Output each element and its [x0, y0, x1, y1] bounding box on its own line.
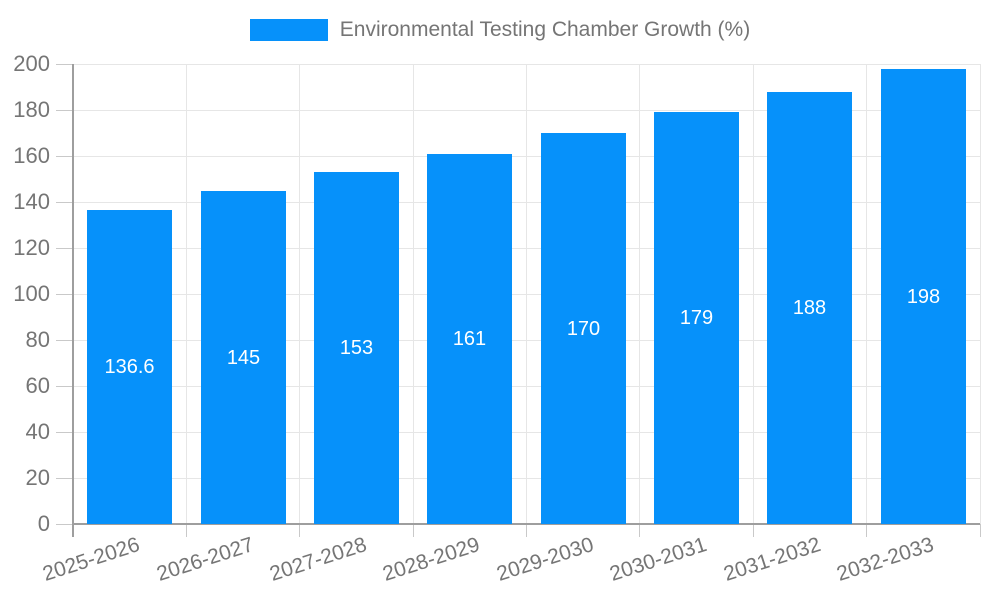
x-gridline	[185, 64, 187, 524]
x-tick	[526, 524, 527, 537]
x-tick-label: 2025-2026	[40, 533, 143, 586]
bar-2028-2029[interactable]: 161	[427, 153, 512, 524]
bar-value-label: 153	[339, 337, 374, 360]
y-tick	[56, 385, 73, 387]
y-tick-label: 180	[13, 97, 50, 122]
y-tick-label: 100	[13, 281, 50, 306]
x-axis-line	[73, 523, 980, 525]
bar-2029-2030[interactable]: 170	[541, 133, 626, 524]
y-tick	[56, 477, 73, 479]
x-tick-label: 2027-2028	[266, 533, 370, 586]
bar-2031-2032[interactable]: 188	[767, 91, 852, 524]
y-tick-label: 120	[13, 235, 50, 260]
x-tick-label: 2028-2029	[380, 533, 483, 586]
y-tick	[56, 339, 73, 341]
x-gridline	[866, 64, 868, 524]
x-tick	[299, 524, 301, 537]
y-tick-label: 160	[13, 143, 50, 168]
bar-2030-2031[interactable]: 179	[654, 112, 739, 524]
y-tick	[56, 63, 73, 65]
x-tick	[185, 524, 187, 537]
y-tick-label: 200	[13, 51, 50, 76]
y-tick-label: 60	[25, 373, 50, 398]
x-tick-label: 2031-2032	[720, 533, 824, 586]
x-tick-label: 2032-2033	[833, 533, 937, 586]
y-tick	[56, 109, 73, 111]
y-tick	[56, 431, 73, 433]
bar-value-label: 179	[679, 307, 714, 330]
y-tick-label: 40	[25, 419, 50, 444]
bar-2025-2026[interactable]: 136.6	[87, 209, 172, 524]
y-tick-label: 80	[25, 327, 50, 352]
x-gridline	[526, 64, 527, 524]
y-tick	[56, 247, 73, 249]
x-tick-label: 2029-2030	[493, 533, 597, 586]
y-axis-line	[72, 64, 74, 537]
y-tick	[56, 523, 73, 525]
x-tick	[412, 524, 414, 537]
x-tick	[866, 524, 868, 537]
bar-value-label: 170	[566, 318, 601, 340]
y-tick-label: 140	[13, 189, 50, 214]
legend-label: Environmental Testing Chamber Growth (%)	[339, 18, 751, 41]
x-gridline	[639, 64, 641, 524]
bar-2032-2033[interactable]: 198	[881, 68, 966, 524]
legend-swatch	[249, 19, 328, 41]
bar-value-label: 188	[792, 296, 827, 319]
legend[interactable]: Environmental Testing Chamber Growth (%)	[0, 18, 1000, 42]
y-tick-label: 0	[37, 511, 50, 536]
x-gridline	[979, 64, 981, 524]
bar-value-label: 161	[452, 327, 487, 350]
x-tick-label: 2026-2027	[153, 533, 257, 586]
bar-2027-2028[interactable]: 153	[314, 172, 399, 524]
y-tick	[56, 201, 73, 203]
x-tick	[979, 524, 981, 537]
x-gridline	[412, 64, 414, 524]
x-tick	[639, 524, 641, 537]
y-tick	[56, 293, 73, 295]
bar-value-label: 198	[906, 285, 941, 308]
y-tick	[56, 155, 73, 157]
x-tick-label: 2030-2031	[607, 533, 710, 586]
bar-value-label: 145	[226, 346, 261, 369]
y-tick-label: 20	[25, 465, 50, 490]
x-gridline	[299, 64, 301, 524]
bar-2026-2027[interactable]: 145	[201, 190, 286, 524]
x-gridline	[752, 64, 754, 524]
bar-value-label: 136.6	[104, 355, 155, 378]
x-tick	[752, 524, 754, 537]
